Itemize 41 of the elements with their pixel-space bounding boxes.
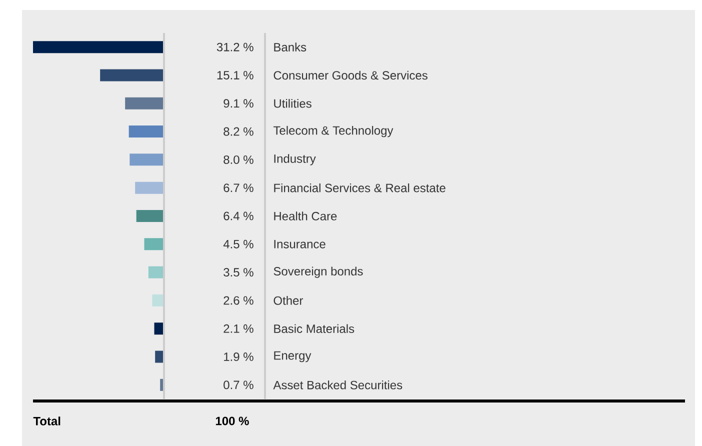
bar	[125, 97, 164, 110]
y-tick-label: Banks	[274, 42, 306, 52]
bar	[100, 69, 164, 82]
bar	[128, 126, 164, 138]
text: 100 %	[216, 416, 249, 426]
data-label: 8.0 %	[224, 155, 254, 164]
bar	[160, 378, 164, 391]
data-label: 3.5 %	[224, 268, 254, 277]
bar	[152, 294, 164, 306]
y-tick-label: Other	[274, 296, 304, 305]
text: Total	[33, 416, 60, 426]
y-tick-label: Consumer Goods & Services	[274, 70, 428, 80]
data-label: 31.2 %	[216, 42, 254, 52]
data-label: 0.7 %	[224, 380, 254, 390]
y-tick-label: Insurance	[274, 240, 326, 248]
data-label: 15.1 %	[217, 71, 254, 80]
y-tick-label: Asset Backed Securities	[273, 380, 402, 390]
y-tick-label: Telecom & Technology	[273, 126, 394, 138]
bar	[130, 154, 164, 166]
data-label: 1.9 %	[224, 352, 254, 361]
bar	[148, 266, 164, 278]
data-label: 6.4 %	[224, 212, 254, 220]
bar	[155, 350, 164, 363]
bar	[135, 182, 164, 194]
y-tick-label: Utilities	[274, 98, 312, 108]
y-tick-label: Health Care	[274, 212, 337, 220]
y-tick-label: Financial Services & Real estate	[274, 183, 446, 192]
y-tick-label: Basic Materials	[274, 324, 354, 334]
y-tick-label: Sovereign bonds	[274, 266, 363, 278]
data-label: 2.1 %	[224, 324, 254, 333]
bar	[33, 41, 164, 54]
bar	[154, 322, 164, 335]
bar	[136, 210, 164, 222]
y-tick-label: Industry	[274, 154, 316, 166]
data-label: 4.5 %	[223, 240, 254, 248]
bar	[144, 238, 164, 250]
data-label: 6.7 %	[224, 184, 254, 192]
y-tick-label: Energy	[274, 351, 312, 362]
data-label: 9.1 %	[224, 99, 254, 108]
data-label: 8.2 %	[224, 127, 254, 136]
data-label: 2.6 %	[224, 296, 254, 305]
